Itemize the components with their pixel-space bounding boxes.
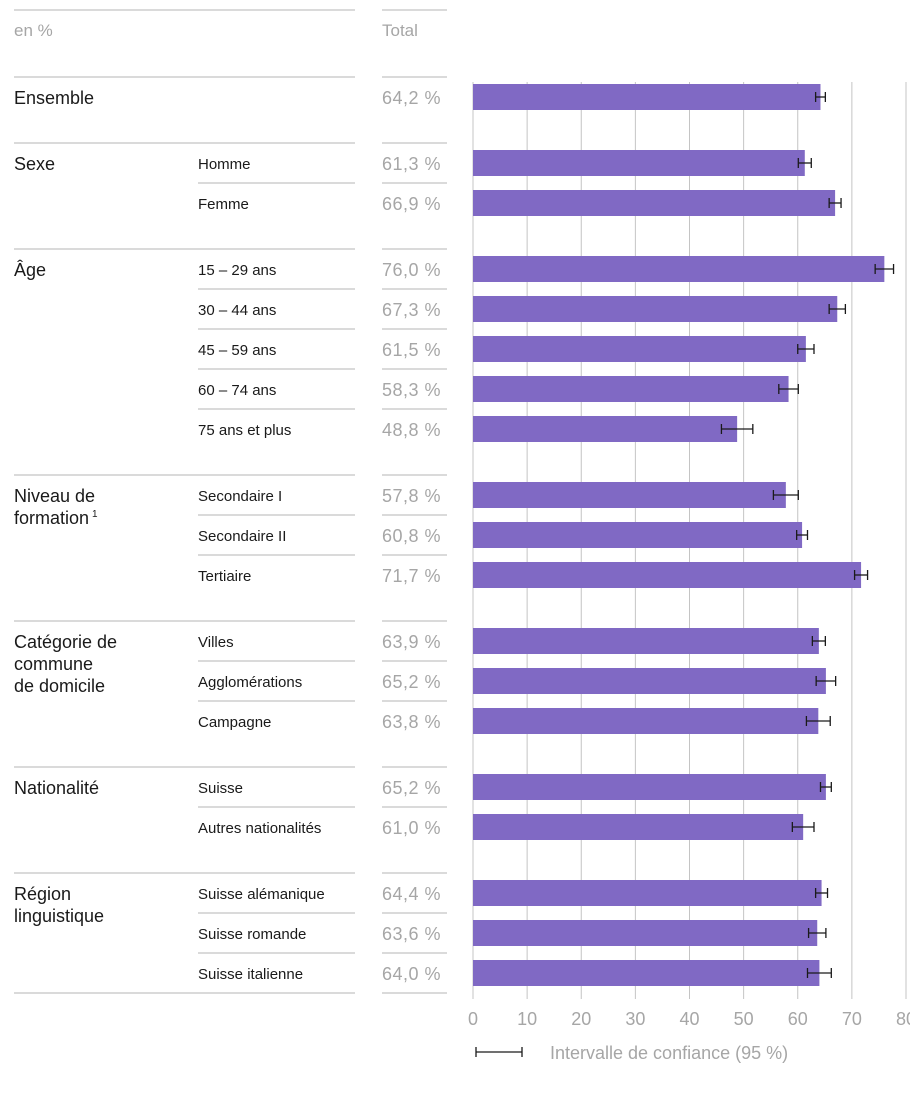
unit-label: en % [14, 21, 53, 40]
total-value: 76,0 % [382, 260, 441, 280]
group-label: Nationalité [14, 778, 99, 798]
x-tick-label: 20 [571, 1009, 591, 1029]
total-column-header: Total [382, 21, 418, 40]
category-label: 60 – 74 ans [198, 382, 276, 399]
group-label: formation [14, 508, 89, 528]
total-value: 64,0 % [382, 964, 441, 984]
total-value: 63,8 % [382, 712, 441, 732]
bar [473, 522, 803, 548]
category-label: Tertiaire [198, 568, 251, 585]
bar [473, 628, 819, 654]
group-label: linguistique [14, 906, 104, 926]
x-tick-label: 40 [679, 1009, 699, 1029]
x-tick-label: 50 [734, 1009, 754, 1029]
category-label: Villes [198, 634, 234, 651]
text-layer: en % Total Ensemble 64,2 % Sexe Homme 61,3 % Fe… [14, 21, 441, 984]
bar [473, 814, 804, 840]
bar [473, 376, 789, 402]
category-label: Secondaire II [198, 528, 286, 545]
bar [473, 708, 819, 734]
bar [473, 190, 836, 216]
category-label: Secondaire I [198, 488, 282, 505]
bar [473, 256, 885, 282]
rule-layer [14, 9, 447, 994]
total-value: 57,8 % [382, 486, 441, 506]
group-label: Âge [14, 260, 46, 280]
total-value: 60,8 % [382, 526, 441, 546]
group-label: Sexe [14, 154, 55, 174]
total-value: 63,6 % [382, 924, 441, 944]
x-tick-label: 80 [896, 1009, 910, 1029]
x-tick-label: 70 [842, 1009, 862, 1029]
total-value: 63,9 % [382, 632, 441, 652]
group-label: Ensemble [14, 88, 94, 108]
total-value: 65,2 % [382, 672, 441, 692]
bar [473, 416, 738, 442]
bar [473, 668, 826, 694]
total-value: 58,3 % [382, 380, 441, 400]
bar [473, 920, 818, 946]
bar [473, 150, 805, 176]
legend-label: Intervalle de confiance (95 %) [550, 1043, 788, 1063]
bar [473, 296, 838, 322]
bar [473, 84, 821, 110]
total-value: 64,2 % [382, 88, 441, 108]
x-tick-label: 10 [517, 1009, 537, 1029]
bar [473, 482, 786, 508]
axis-layer: 0 10 20 30 40 50 60 70 80 [468, 1009, 910, 1029]
total-value: 71,7 % [382, 566, 441, 586]
category-label: 45 – 59 ans [198, 342, 276, 359]
x-tick-label: 60 [788, 1009, 808, 1029]
total-value: 67,3 % [382, 300, 441, 320]
category-label: 15 – 29 ans [198, 262, 276, 279]
category-label: 75 ans et plus [198, 422, 291, 439]
bar [473, 774, 826, 800]
category-label: Homme [198, 156, 251, 173]
bar [473, 960, 820, 986]
category-label: Suisse italienne [198, 966, 303, 983]
total-value: 65,2 % [382, 778, 441, 798]
bar-layer [473, 84, 885, 986]
group-label: Catégorie de [14, 632, 117, 652]
category-label: 30 – 44 ans [198, 302, 276, 319]
total-value: 48,8 % [382, 420, 441, 440]
total-value: 61,5 % [382, 340, 441, 360]
category-label: Agglomérations [198, 674, 302, 691]
x-tick-label: 0 [468, 1009, 478, 1029]
category-label: Suisse alémanique [198, 886, 325, 903]
footnote-marker: 1 [92, 509, 98, 520]
group-label: Niveau de [14, 486, 95, 506]
total-value: 61,3 % [382, 154, 441, 174]
bar [473, 336, 806, 362]
category-label: Suisse [198, 780, 243, 797]
x-tick-label: 30 [625, 1009, 645, 1029]
bar [473, 562, 862, 588]
group-label: commune [14, 654, 93, 674]
ci-layer [720, 92, 895, 978]
total-value: 66,9 % [382, 194, 441, 214]
category-label: Femme [198, 196, 249, 213]
category-label: Campagne [198, 714, 271, 731]
group-label: Région [14, 884, 71, 904]
legend-layer: Intervalle de confiance (95 %) [475, 1043, 788, 1063]
group-label: de domicile [14, 676, 105, 696]
category-label: Suisse romande [198, 926, 306, 943]
total-value: 61,0 % [382, 818, 441, 838]
bar [473, 880, 822, 906]
total-value: 64,4 % [382, 884, 441, 904]
category-label: Autres nationalités [198, 820, 321, 837]
